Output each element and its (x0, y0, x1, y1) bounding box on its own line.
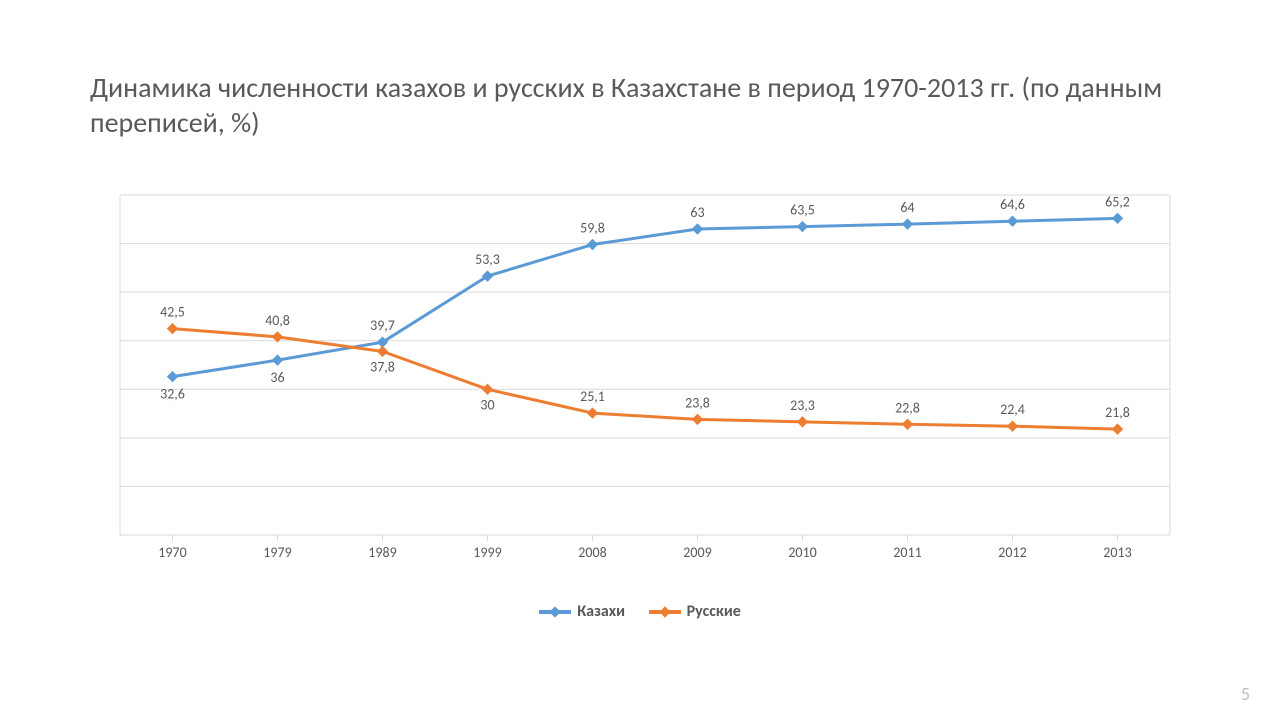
legend-label-russians: Русские (687, 602, 741, 621)
svg-text:2011: 2011 (893, 544, 921, 561)
svg-text:1999: 1999 (473, 544, 501, 561)
svg-text:53,3: 53,3 (475, 251, 500, 268)
svg-text:23,3: 23,3 (790, 397, 815, 414)
svg-text:63: 63 (690, 204, 704, 221)
svg-text:25,1: 25,1 (580, 388, 605, 405)
svg-text:2013: 2013 (1103, 544, 1131, 561)
svg-text:30: 30 (480, 396, 494, 413)
svg-text:1970: 1970 (158, 544, 186, 561)
svg-text:40,8: 40,8 (265, 312, 290, 329)
svg-text:1989: 1989 (368, 544, 396, 561)
line-chart: 1970 1979 1989 1999 2008 2009 2010 2011 2012 2013… (100, 185, 1180, 585)
legend-item-kazakhs: Казахи (539, 602, 625, 621)
svg-text:23,8: 23,8 (685, 394, 710, 411)
svg-text:39,7: 39,7 (370, 317, 395, 334)
legend-swatch-russians (649, 610, 681, 614)
page-number: 5 (1241, 683, 1250, 705)
svg-text:36: 36 (270, 369, 284, 386)
slide: Динамика численности казахов и русских в… (0, 0, 1280, 720)
svg-text:21,8: 21,8 (1105, 404, 1130, 421)
legend-item-russians: Русские (649, 602, 741, 621)
chart-title: Динамика численности казахов и русских в… (90, 70, 1190, 140)
svg-text:63,5: 63,5 (790, 202, 815, 219)
svg-text:59,8: 59,8 (580, 220, 605, 237)
svg-text:22,4: 22,4 (1000, 401, 1025, 418)
svg-text:2009: 2009 (683, 544, 711, 561)
svg-text:64,6: 64,6 (1000, 196, 1025, 213)
svg-text:2008: 2008 (578, 544, 606, 561)
legend: Казахи Русские (100, 600, 1180, 622)
svg-text:42,5: 42,5 (160, 304, 185, 321)
svg-text:32,6: 32,6 (160, 386, 185, 403)
svg-text:64: 64 (900, 199, 914, 216)
legend-label-kazakhs: Казахи (577, 602, 625, 621)
legend-swatch-kazakhs (539, 610, 571, 614)
svg-text:22,8: 22,8 (895, 399, 920, 416)
svg-text:2012: 2012 (998, 544, 1026, 561)
svg-text:1979: 1979 (263, 544, 291, 561)
svg-text:2010: 2010 (788, 544, 816, 561)
chart-container: 1970 1979 1989 1999 2008 2009 2010 2011 2012 2013… (100, 185, 1180, 615)
svg-text:37,8: 37,8 (370, 358, 395, 375)
svg-text:65,2: 65,2 (1105, 193, 1130, 210)
